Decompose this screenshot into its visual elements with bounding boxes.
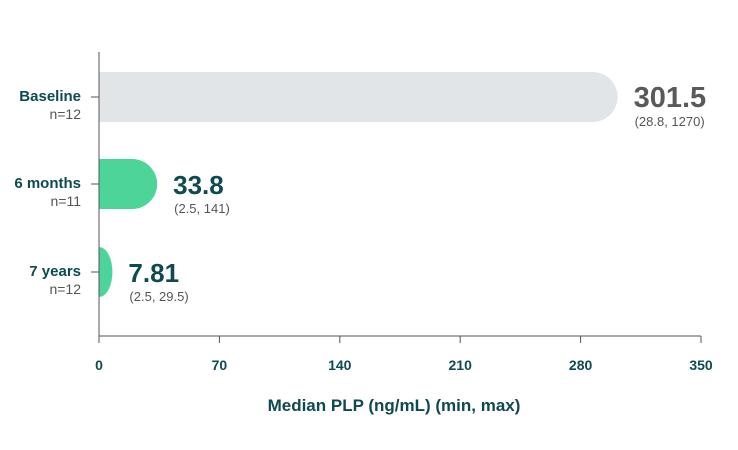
value-label: 33.8 — [173, 170, 224, 200]
x-ticks-group: 0 70 140 210 280 350 — [95, 336, 713, 373]
x-tick-label: 0 — [95, 357, 103, 373]
bar — [99, 247, 113, 297]
category-n-label: n=12 — [49, 106, 81, 122]
value-labels-group: 301.5(28.8, 1270) 33.8(2.5, 141) 7.81(2.5,… — [128, 82, 706, 304]
x-tick-label: 70 — [212, 357, 228, 373]
x-tick-label: 280 — [569, 357, 593, 373]
range-label: (2.5, 141) — [174, 201, 230, 216]
x-tick-label: 140 — [328, 357, 352, 373]
category-label: 7 years — [29, 263, 81, 280]
bar — [99, 158, 158, 209]
x-axis-label: Median PLP (ng/mL) (min, max) — [268, 396, 521, 415]
x-tick-label: 210 — [449, 357, 473, 373]
category-n-label: n=11 — [51, 193, 82, 209]
bar — [99, 72, 618, 122]
category-n-label: n=12 — [49, 281, 81, 297]
bars-group — [99, 72, 618, 297]
axes-group — [98, 52, 701, 337]
range-label: (2.5, 29.5) — [129, 289, 188, 304]
value-label: 301.5 — [634, 82, 707, 114]
category-label: 6 months — [14, 175, 81, 192]
range-label: (28.8, 1270) — [635, 114, 705, 129]
category-label: Baseline — [19, 88, 81, 105]
x-tick-label: 350 — [689, 357, 713, 373]
value-label: 7.81 — [128, 258, 179, 288]
